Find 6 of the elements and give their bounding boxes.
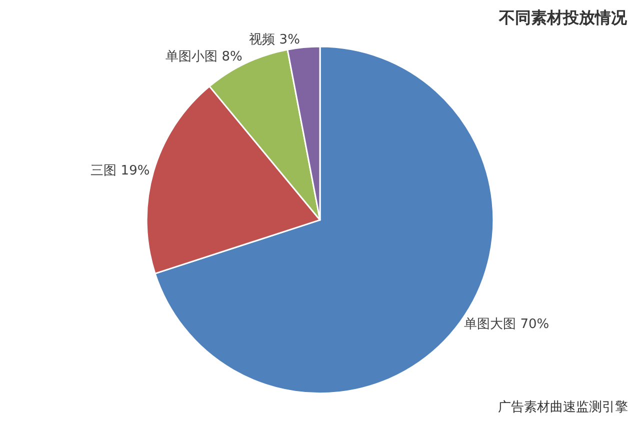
slice-label: 单图小图 8% [166, 49, 242, 64]
chart-title: 不同素材投放情况 [498, 8, 628, 27]
slice-label: 视频 3% [249, 32, 300, 48]
slice-label: 单图大图 70% [464, 316, 550, 332]
text: 广告素材曲速监测引擎 [498, 400, 628, 415]
slice-label: 三图 19% [90, 163, 150, 178]
